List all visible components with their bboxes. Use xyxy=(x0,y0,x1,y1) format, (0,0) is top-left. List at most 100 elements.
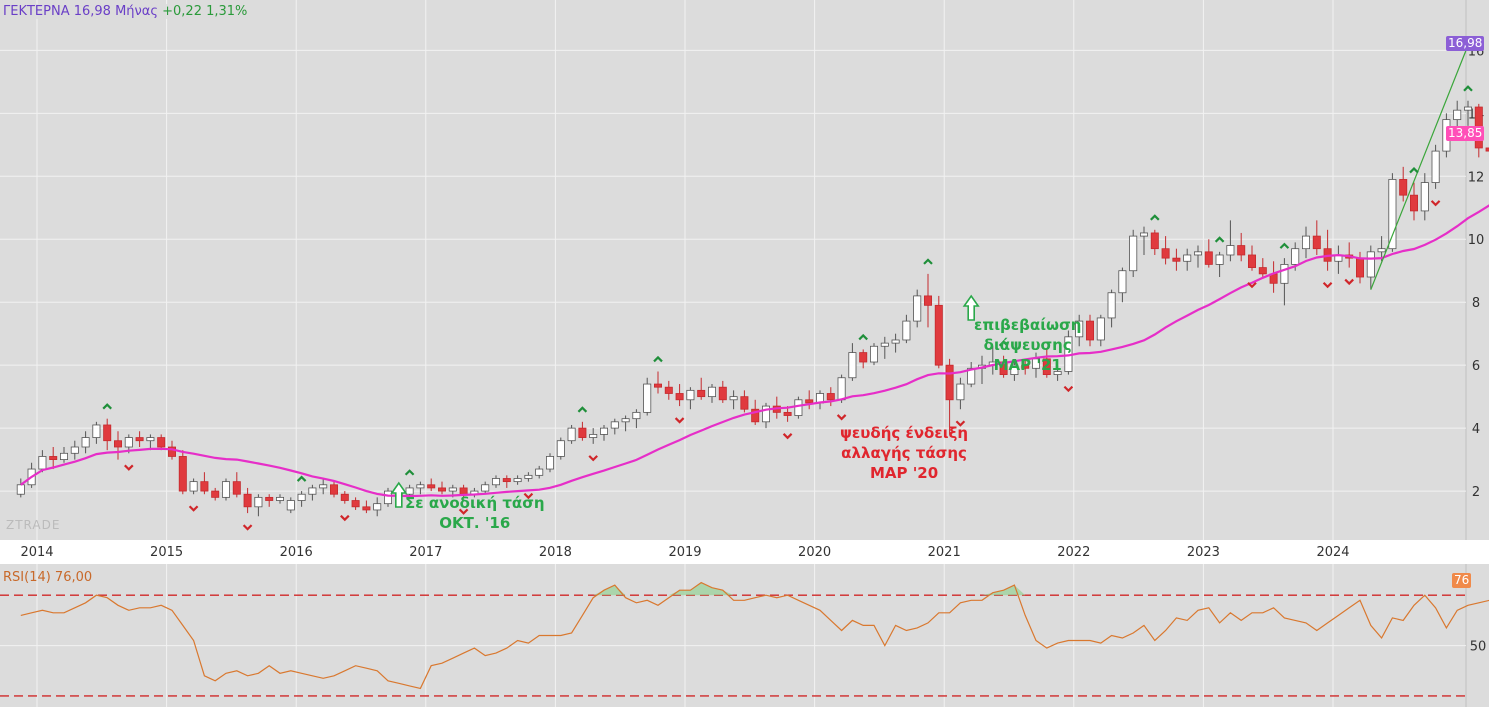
annotation-false-signal-line1: ψευδής ένδειξη xyxy=(840,424,969,442)
annotation-confirmation: επιβεβαίωση διάψευσης ΜΑΡ '21 xyxy=(974,315,1081,375)
candle-17 xyxy=(200,472,209,495)
candle-24 xyxy=(275,494,284,504)
candle-63 xyxy=(697,377,706,400)
symbol-label: ΓΕΚΤΕΡΝΑ 16,98 Μήνας xyxy=(3,4,158,19)
candle-27 xyxy=(308,484,317,501)
x-tick-2021: 2021 xyxy=(928,545,961,560)
candle-69 xyxy=(762,402,771,429)
candle-87 xyxy=(956,377,965,410)
y-tick-6: 6 xyxy=(1472,359,1480,374)
signal-up-20 xyxy=(1150,214,1160,221)
candle-49 xyxy=(546,453,555,473)
candle-18 xyxy=(211,487,220,501)
arrow-uptrend-icon xyxy=(390,481,408,508)
candle-80 xyxy=(880,336,889,359)
watermark: ZTRADE xyxy=(6,518,61,532)
signal-down-3 xyxy=(188,505,199,512)
last-price-tag: 16,98 xyxy=(1446,36,1485,51)
candle-102 xyxy=(1118,267,1127,303)
candle-5 xyxy=(70,440,79,460)
candle-15 xyxy=(178,450,187,495)
signal-up-2 xyxy=(296,475,307,482)
signal-down-25 xyxy=(1344,278,1354,286)
candle-93 xyxy=(1021,358,1030,375)
x-tick-2018: 2018 xyxy=(539,545,572,560)
candle-59 xyxy=(654,371,663,394)
candle-51 xyxy=(567,424,576,444)
candle-79 xyxy=(870,343,879,366)
signal-up-0 xyxy=(102,403,112,410)
candle-119 xyxy=(1302,226,1311,259)
rsi-panel-bg xyxy=(0,564,1489,707)
rsi-tick-50: 50 xyxy=(1470,640,1487,655)
signal-down-19 xyxy=(1063,385,1074,393)
signal-up-28 xyxy=(1463,85,1473,92)
annotation-uptrend-line1: Σε ανοδική τάση xyxy=(405,494,545,512)
candle-23 xyxy=(265,494,274,507)
candle-64 xyxy=(708,384,717,403)
candle-134 xyxy=(1464,100,1473,126)
candle-84 xyxy=(924,273,933,328)
candle-28 xyxy=(319,478,328,495)
x-tick-2015: 2015 xyxy=(150,545,183,560)
candle-30 xyxy=(340,491,349,504)
candle-109 xyxy=(1194,245,1203,268)
moving-average-line xyxy=(20,204,1489,498)
signal-down-4 xyxy=(242,524,253,531)
y-tick-10: 10 xyxy=(1468,233,1485,248)
candle-81 xyxy=(891,333,900,353)
candle-129 xyxy=(1410,182,1419,221)
candle-6 xyxy=(81,431,90,454)
candle-127 xyxy=(1388,173,1397,252)
candle-78 xyxy=(859,349,868,369)
candle-96 xyxy=(1053,365,1062,381)
candle-4 xyxy=(60,447,69,463)
signal-up-15 xyxy=(858,333,868,341)
annotation-false-signal-line3: ΜΑΡ '20 xyxy=(869,464,939,482)
signal-up-9 xyxy=(577,406,588,413)
candle-25 xyxy=(286,497,295,514)
candle-38 xyxy=(427,478,436,492)
candle-29 xyxy=(329,481,338,498)
candle-34 xyxy=(383,487,392,507)
candle-88 xyxy=(967,362,976,388)
candle-21 xyxy=(243,487,252,514)
candle-73 xyxy=(805,390,814,410)
candle-56 xyxy=(621,415,630,432)
signal-down-17 xyxy=(955,420,966,427)
candle-37 xyxy=(416,481,425,495)
candle-75 xyxy=(826,387,835,407)
candle-92 xyxy=(1010,362,1019,381)
candle-50 xyxy=(556,437,565,460)
x-tick-2016: 2016 xyxy=(280,545,313,560)
candle-111 xyxy=(1215,251,1224,278)
candle-114 xyxy=(1248,245,1257,271)
candle-115 xyxy=(1258,258,1267,278)
candle-46 xyxy=(513,475,522,485)
candle-16 xyxy=(189,478,198,495)
candle-131 xyxy=(1431,144,1440,189)
candle-67 xyxy=(740,390,749,413)
candle-66 xyxy=(729,390,738,410)
signal-down-13 xyxy=(782,433,793,440)
candle-101 xyxy=(1107,289,1116,328)
candle-60 xyxy=(664,380,673,400)
signal-up-26 xyxy=(1409,167,1419,174)
candle-26 xyxy=(297,491,306,507)
candle-43 xyxy=(481,481,490,495)
candle-65 xyxy=(718,380,727,403)
candle-113 xyxy=(1237,232,1246,262)
signal-up-6 xyxy=(404,469,415,476)
candle-58 xyxy=(643,377,652,416)
signal-down-7 xyxy=(458,508,469,515)
candle-31 xyxy=(351,497,360,510)
candle-120 xyxy=(1312,220,1321,255)
candle-105 xyxy=(1150,229,1159,255)
candle-85 xyxy=(934,295,943,369)
arrow-confirmation-icon xyxy=(962,294,980,321)
candle-117 xyxy=(1280,258,1289,306)
candle-20 xyxy=(232,472,241,498)
candle-61 xyxy=(675,384,684,407)
candle-128 xyxy=(1399,166,1408,202)
